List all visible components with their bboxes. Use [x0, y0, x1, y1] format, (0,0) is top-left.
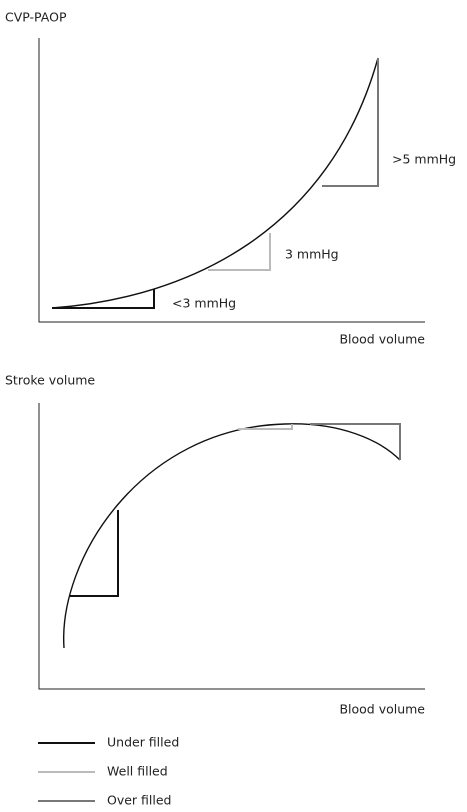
- under-filled-step: [70, 510, 119, 597]
- over-filled-step: [322, 58, 379, 187]
- curve: [63, 423, 401, 649]
- curve: [51, 57, 379, 309]
- annotation: <3 mmHg: [172, 296, 236, 311]
- y-axis-label: CVP-PAOP: [5, 10, 67, 25]
- legend-label: Over filled: [107, 793, 171, 808]
- x-axis-label: Blood volume: [339, 332, 425, 347]
- over-filled-step: [310, 423, 401, 460]
- x-axis-label: Blood volume: [339, 702, 425, 717]
- under-filled-step: [52, 289, 155, 309]
- well-filled-step: [208, 233, 271, 271]
- legend-label: Well filled: [107, 764, 168, 779]
- axes: [38, 38, 425, 323]
- annotation: >5 mmHg: [392, 152, 456, 167]
- well-filled-step: [238, 424, 293, 430]
- annotation: 3 mmHg: [285, 247, 339, 262]
- axes: [38, 403, 425, 690]
- y-axis-label: Stroke volume: [5, 373, 95, 388]
- legend-label: Under filled: [107, 735, 179, 750]
